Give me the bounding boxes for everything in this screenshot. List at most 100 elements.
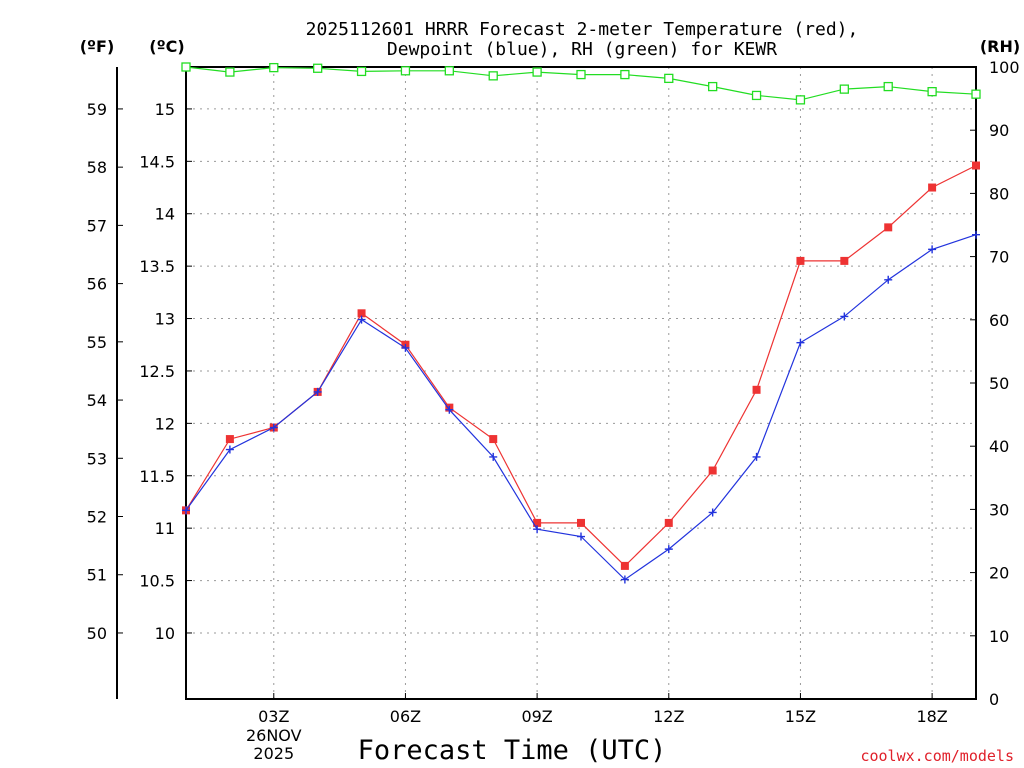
temperature-point: [620, 561, 629, 570]
rh-tick-label: 90: [989, 121, 1009, 140]
credit-link[interactable]: coolwx.com/models: [860, 747, 1014, 765]
fahrenheit-tick-label: 53: [87, 449, 107, 468]
chart-title-line-1: 2025112601 HRRR Forecast 2-meter Tempera…: [306, 19, 859, 40]
fahrenheit-tick-label: 54: [87, 391, 107, 410]
temperature-point: [533, 518, 542, 527]
rh-point: [751, 90, 762, 101]
rh-point: [532, 67, 542, 77]
dewpoint-series-line: [185, 234, 977, 581]
rh-point: [971, 89, 981, 99]
temperature-point: [840, 256, 849, 265]
rh-point: [400, 66, 411, 76]
rh-tick-label: 20: [989, 564, 1009, 583]
dewpoint-point: [884, 275, 893, 284]
fahrenheit-tick-label: 52: [87, 508, 107, 527]
celsius-unit-label: (ºC): [149, 37, 184, 56]
dewpoint-point: [664, 545, 673, 554]
x-tick-date-label: 26NOV: [246, 726, 302, 745]
rh-point: [795, 95, 806, 105]
dewpoint-point: [972, 230, 980, 239]
celsius-tick-label: 15: [155, 100, 175, 119]
celsius-tick-label: 11: [155, 519, 175, 538]
rh-point: [927, 86, 937, 97]
rh-point: [313, 63, 323, 73]
rh-point: [620, 69, 630, 80]
x-tick-label: 12Z: [653, 707, 684, 726]
x-tick-label: 03Z: [258, 707, 289, 726]
fahrenheit-tick-label: 55: [87, 333, 107, 352]
fahrenheit-tick-label: 56: [87, 275, 107, 294]
x-tick-label: 09Z: [521, 707, 552, 726]
rh-point: [269, 62, 279, 73]
rh-tick-label: 0: [989, 690, 999, 709]
plot-frame: [185, 66, 977, 700]
dewpoint-point: [620, 575, 629, 584]
x-tick-label: 18Z: [916, 707, 947, 726]
celsius-tick-label: 14.5: [139, 152, 175, 171]
fahrenheit-tick-label: 59: [87, 100, 107, 119]
dewpoint-point: [796, 338, 805, 347]
rh-tick-label: 50: [989, 374, 1009, 393]
temperature-point: [225, 435, 234, 444]
axes: [116, 66, 977, 700]
temperature-point: [752, 385, 761, 394]
temperature-point: [928, 183, 937, 192]
x-axis-label: Forecast Time (UTC): [358, 735, 667, 766]
grid-lines: [186, 67, 976, 699]
dewpoint-point: [533, 525, 542, 534]
rh-tick-label: 10: [989, 627, 1009, 646]
x-tick-label: 15Z: [785, 707, 816, 726]
x-tick-date-label: 2025: [253, 744, 294, 763]
dewpoint-point: [928, 245, 937, 254]
temperature-point: [708, 466, 717, 475]
celsius-tick-label: 11.5: [139, 467, 175, 486]
rh-point: [708, 81, 718, 92]
celsius-tick-label: 13.5: [139, 257, 175, 276]
rh-tick-label: 100: [989, 58, 1020, 77]
temperature-series-line: [185, 164, 977, 567]
rh-point: [181, 62, 191, 72]
celsius-tick-label: 12: [155, 414, 175, 433]
temperature-point: [884, 223, 893, 232]
rh-tick-label: 30: [989, 500, 1009, 519]
dewpoint-point: [182, 506, 190, 515]
temperature-point: [796, 256, 805, 265]
fahrenheit-unit-label: (ºF): [80, 37, 115, 56]
data-series: [181, 62, 981, 584]
dewpoint-point: [445, 405, 454, 414]
dewpoint-point: [708, 508, 717, 517]
fahrenheit-tick-label: 58: [87, 158, 107, 177]
chart-title-line-2: Dewpoint (blue), RH (green) for KEWR: [387, 39, 777, 60]
dewpoint-point: [752, 452, 761, 461]
rh-point: [444, 66, 454, 76]
rh-unit-label: (RH): [980, 37, 1020, 56]
rh-point: [883, 81, 893, 92]
celsius-tick-label: 14: [155, 205, 175, 224]
axis-ticks: 10 10.5 11 11.5 12 12.5 13 13.5 14 14.5 15 50 51 52 53…: [87, 58, 1020, 763]
rh-point: [839, 84, 849, 94]
temperature-point: [357, 309, 366, 318]
rh-point: [576, 69, 586, 80]
rh-tick-label: 40: [989, 437, 1009, 456]
dewpoint-point: [489, 452, 498, 461]
rh-point: [664, 73, 674, 84]
fahrenheit-tick-label: 51: [87, 566, 107, 585]
dewpoint-point: [357, 315, 366, 324]
rh-tick-label: 80: [989, 184, 1009, 203]
temperature-point: [577, 518, 585, 527]
dewpoint-point: [225, 445, 234, 454]
celsius-tick-label: 10: [155, 624, 175, 643]
celsius-tick-label: 12.5: [139, 362, 175, 381]
rh-point: [488, 71, 498, 81]
rh-tick-label: 70: [989, 248, 1009, 267]
rh-point: [356, 66, 367, 77]
dewpoint-point: [401, 343, 410, 352]
dewpoint-point: [313, 387, 322, 396]
rh-point: [225, 67, 235, 77]
x-tick-label: 06Z: [390, 707, 421, 726]
dewpoint-point: [269, 423, 278, 432]
dewpoint-point: [577, 532, 585, 541]
dewpoint-point: [840, 312, 849, 321]
celsius-tick-label: 13: [155, 310, 175, 329]
fahrenheit-tick-label: 50: [87, 624, 107, 643]
